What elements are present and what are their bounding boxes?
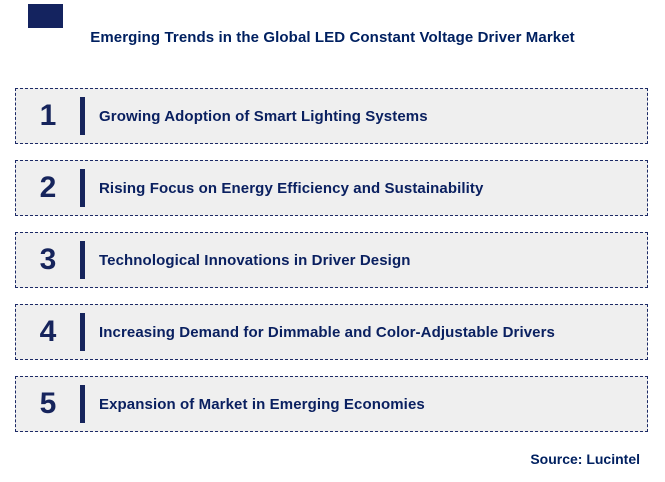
trend-number: 2 (39, 171, 57, 204)
trend-row-3: 3 Technological Innovations in Driver De… (15, 232, 648, 288)
trend-label: Expansion of Market in Emerging Economie… (99, 395, 425, 413)
trend-number: 3 (39, 243, 57, 276)
trend-number: 5 (39, 387, 57, 420)
trend-label: Growing Adoption of Smart Lighting Syste… (99, 107, 428, 125)
trend-label: Technological Innovations in Driver Desi… (99, 251, 411, 269)
trend-label: Rising Focus on Energy Efficiency and Su… (99, 179, 484, 197)
source-attribution: Source: Lucintel (530, 451, 640, 467)
trend-row-5: 5 Expansion of Market in Emerging Econom… (15, 376, 648, 432)
corner-decoration-rect (28, 4, 63, 28)
accent-bar (80, 313, 85, 351)
trend-number: 4 (39, 315, 57, 348)
trend-list: 1 Growing Adoption of Smart Lighting Sys… (15, 88, 648, 448)
accent-bar (80, 169, 85, 207)
page-title: Emerging Trends in the Global LED Consta… (90, 29, 575, 46)
accent-bar (80, 241, 85, 279)
trend-row-4: 4 Increasing Demand for Dimmable and Col… (15, 304, 648, 360)
accent-bar (80, 385, 85, 423)
accent-bar (80, 97, 85, 135)
trend-label: Increasing Demand for Dimmable and Color… (99, 323, 556, 341)
trend-row-1: 1 Growing Adoption of Smart Lighting Sys… (15, 88, 648, 144)
trend-row-2: 2 Rising Focus on Energy Efficiency and … (15, 160, 648, 216)
trend-number: 1 (39, 99, 57, 132)
